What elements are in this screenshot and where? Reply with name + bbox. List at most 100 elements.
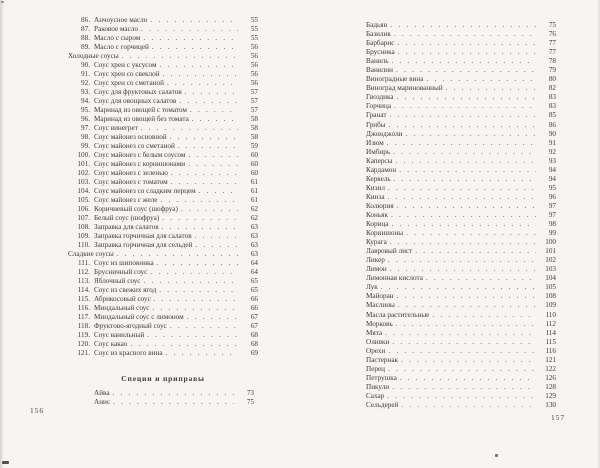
entry-number: 111. — [77, 259, 90, 267]
entry-label: Коньяк — [366, 210, 388, 219]
dot-leader: . . . . . . . . . . . . . . . . . . . . … — [162, 214, 238, 222]
toc-row: 112. Брусничный соус . . . . . . . . . . … — [68, 268, 258, 277]
dot-leader: . . . . . . . . . . . . . . . . . . . . … — [153, 295, 238, 303]
dot-leader: . . . . . . . . . . . . . . . . . . . . … — [388, 120, 536, 129]
entry-label: Миндальный соус с лимоном — [94, 313, 184, 321]
entry-label: Горчица — [366, 102, 392, 111]
entry-label: Кардамон — [366, 165, 397, 174]
dot-leader: . . . . . . . . . . . . . . . . . . . . … — [425, 274, 536, 283]
dot-leader: . . . . . . . . . . . . . . . . . . . . … — [121, 52, 238, 60]
dot-leader: . . . . . . . . . . . . . . . . . . . . … — [160, 196, 238, 204]
dot-leader: . . . . . . . . . . . . . . . . . . . . … — [389, 265, 536, 274]
entry-label: Сельдерей — [366, 400, 399, 409]
toc-row: 108. Заправка для салатов . . . . . . . .… — [68, 223, 258, 232]
dot-leader: . . . . . . . . . . . . . . . . . . . . … — [116, 250, 238, 258]
dot-leader: . . . . . . . . . . . . . . . . . . . . … — [399, 373, 536, 382]
entry-page: 86 — [548, 120, 556, 129]
entry-page: 79 — [548, 66, 556, 75]
entry-number: 118. — [77, 322, 90, 330]
toc-row: Корица . . . . . . . . . . . . . . . . .… — [366, 220, 556, 229]
entry-number: 116. — [77, 304, 90, 312]
toc-row: Виноград маринованный . . . . . . . . . … — [366, 84, 556, 93]
entry-label: Перец — [366, 364, 386, 373]
entry-label: Соус майонез с зеленью — [94, 169, 168, 177]
entry-label: Анчоусное масло — [94, 16, 148, 24]
entry-number: 90. — [81, 61, 90, 69]
dot-leader: . . . . . . . . . . . . . . . . . . . . … — [169, 133, 238, 141]
toc-row: Горчица . . . . . . . . . . . . . . . . … — [366, 102, 556, 111]
toc-row: 97. Соус винегрет . . . . . . . . . . . .… — [68, 124, 258, 133]
entry-number: 93. — [81, 88, 90, 96]
toc-row: Кинза . . . . . . . . . . . . . . . . . … — [366, 193, 556, 202]
toc-row: Изюм . . . . . . . . . . . . . . . . . .… — [366, 139, 556, 148]
entry-page: 110 — [545, 310, 556, 319]
toc-row: 111. Соус из шиповника . . . . . . . . . … — [68, 259, 258, 268]
toc-row: 110. Заправка горчичная для сельдей . . .… — [68, 241, 258, 250]
entry-label: Миндальный соус — [94, 304, 150, 312]
entry-number: 103. — [77, 178, 90, 186]
entry-label: Соус хрен со сметаной — [94, 79, 164, 87]
entry-page: 94 — [548, 165, 556, 174]
dot-leader: . . . . . . . . . . . . . . . . . . . . … — [393, 174, 536, 183]
entry-page: 56 — [250, 70, 258, 78]
toc-row: 107. Белый соус (шофруа) . . . . . . . . … — [68, 214, 258, 223]
entry-page: 55 — [250, 16, 258, 24]
dot-leader: . . . . . . . . . . . . . . . . . . . . … — [387, 192, 536, 201]
dot-leader: . . . . . . . . . . . . . . . . . . . . … — [432, 310, 536, 319]
entry-label: Холодные соусы — [68, 52, 119, 60]
entry-page: 56 — [250, 52, 258, 60]
dot-leader: . . . . . . . . . . . . . . . . . . . . … — [143, 277, 239, 285]
entry-number: 104. — [77, 187, 90, 195]
section-heading-spices: Специи и приправы — [121, 374, 205, 383]
dot-leader: . . . . . . . . . . . . . . . . . . . . … — [406, 229, 536, 238]
entry-page: 101 — [545, 247, 556, 256]
entry-page: 96 — [548, 192, 556, 201]
toc-row: 93. Соус для фруктовых салатов . . . . . … — [68, 88, 258, 97]
dot-leader: . . . . . . . . . . . . . . . . . . . . … — [391, 220, 536, 229]
dot-leader: . . . . . . . . . . . . . . . . . . . . … — [396, 292, 536, 301]
toc-row: 94. Соус для овощных салатов . . . . . . … — [68, 97, 258, 106]
toc-row: 102. Соус майонез с зеленью . . . . . . .… — [68, 169, 258, 178]
entry-label: Маслины — [366, 301, 395, 310]
toc-section-row: Сладкие соусы . . . . . . . . . . . . . … — [68, 250, 258, 259]
entry-label: Орехи — [366, 346, 386, 355]
dot-leader: . . . . . . . . . . . . . . . . . . . . … — [401, 355, 536, 364]
toc-row: Оливки . . . . . . . . . . . . . . . . .… — [366, 338, 556, 347]
entry-label: Курага — [366, 238, 387, 247]
entry-number: 110. — [77, 241, 90, 249]
entry-page: 93 — [548, 156, 556, 165]
entry-page: 128 — [545, 382, 556, 391]
toc-row: Маслины . . . . . . . . . . . . . . . . … — [366, 301, 556, 310]
entry-page: 95 — [548, 183, 556, 192]
entry-label: Кизил — [366, 183, 385, 192]
dot-leader: . . . . . . . . . . . . . . . . . . . . … — [188, 151, 238, 159]
entry-label: Кервель — [366, 174, 391, 183]
dot-leader: . . . . . . . . . . . . . . . . . . . . … — [161, 223, 238, 231]
toc-row: 117. Миндальный соус с лимоном . . . . . … — [68, 313, 258, 322]
entry-page: 80 — [548, 75, 556, 84]
entry-label: Гвоздика — [366, 93, 394, 102]
toc-row: Грибы . . . . . . . . . . . . . . . . . … — [366, 121, 556, 130]
dot-leader: . . . . . . . . . . . . . . . . . . . . … — [395, 66, 536, 75]
toc-row: Базилик . . . . . . . . . . . . . . . . … — [366, 30, 556, 39]
entry-page: 83 — [548, 93, 556, 102]
dot-leader: . . . . . . . . . . . . . . . . . . . . … — [180, 205, 238, 213]
dot-leader: . . . . . . . . . . . . . . . . . . . . … — [388, 346, 536, 355]
dot-leader: . . . . . . . . . . . . . . . . . . . . … — [112, 389, 234, 397]
toc-row: Колюрия . . . . . . . . . . . . . . . . … — [366, 202, 556, 211]
toc-row: Лимон . . . . . . . . . . . . . . . . . … — [366, 265, 556, 274]
toc-row: Гвоздика . . . . . . . . . . . . . . . .… — [366, 93, 556, 102]
entry-label: Корнишоны — [366, 229, 404, 238]
toc-row: Виноградные вина . . . . . . . . . . . .… — [366, 75, 556, 84]
entry-number: 88. — [81, 34, 90, 42]
entry-label: Колюрия — [366, 201, 394, 210]
entry-page: 60 — [250, 151, 258, 159]
entry-label: Масло с сыром — [94, 34, 141, 42]
toc-row: 95. Маринад из овощей с томатом . . . . .… — [68, 106, 258, 115]
entry-number: 121. — [77, 349, 90, 357]
entry-label: Сахар — [366, 391, 385, 400]
toc-row: Бадьян . . . . . . . . . . . . . . . . .… — [366, 21, 556, 30]
entry-label: Соус майонез с корнишонами — [94, 160, 186, 168]
entry-number: 92. — [81, 79, 90, 87]
dot-leader: . . . . . . . . . . . . . . . . . . . . … — [159, 61, 239, 69]
